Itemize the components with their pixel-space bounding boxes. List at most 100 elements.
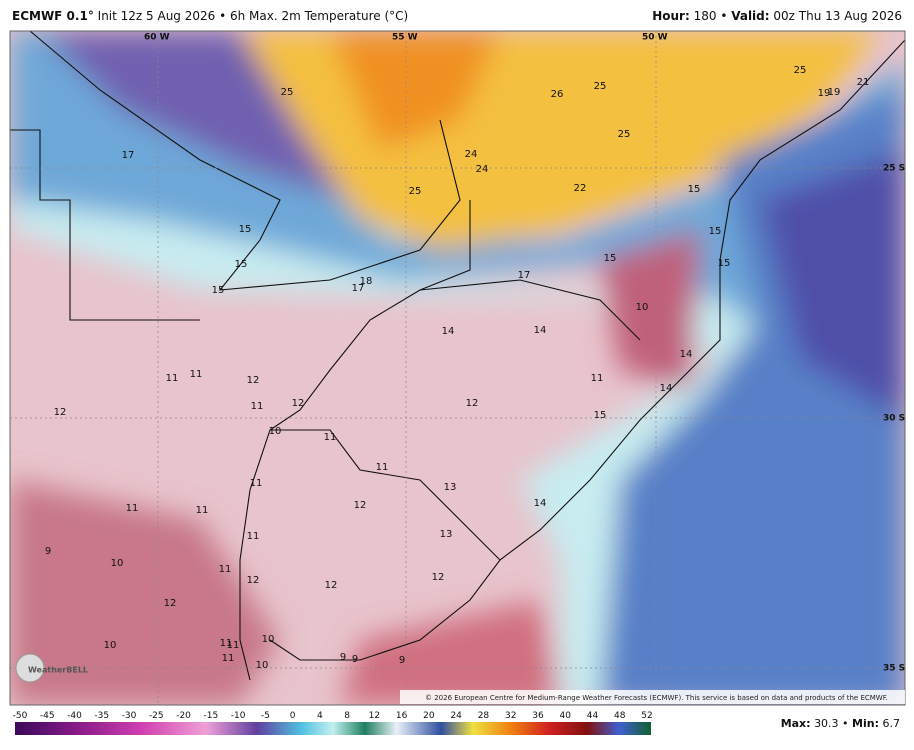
map-value: 11 <box>219 564 232 575</box>
hour-label: Hour: <box>652 9 690 23</box>
colorbar-tick: -35 <box>94 711 109 721</box>
min-label: Min: <box>852 717 879 730</box>
map-frame <box>9 30 906 706</box>
map-value: 12 <box>292 398 305 409</box>
map-value: 11 <box>591 373 604 384</box>
map-value: 12 <box>247 375 260 386</box>
map-value: 11 <box>166 373 179 384</box>
map-value: 21 <box>857 77 870 88</box>
map-value: 14 <box>534 325 547 336</box>
colorbar-tick: -45 <box>40 711 55 721</box>
colorbar-tick: 44 <box>587 711 599 721</box>
max: 30.3 <box>814 717 839 730</box>
map-value: 12 <box>325 580 338 591</box>
map-value: 14 <box>534 498 547 509</box>
colorbar-tick: 32 <box>505 711 516 721</box>
colorbar-tick: -25 <box>149 711 164 721</box>
colorbar-tick: 20 <box>423 711 435 721</box>
map-value: 12 <box>54 407 67 418</box>
colorbar-tick: 28 <box>478 711 490 721</box>
map-value: 25 <box>794 65 807 76</box>
map-value: 9 <box>399 655 405 666</box>
map-value: 11 <box>126 503 139 514</box>
credit-bg <box>400 690 905 704</box>
map-value: 12 <box>247 575 260 586</box>
valid: 00z Thu 13 Aug 2026 <box>773 9 902 23</box>
map-value: 25 <box>618 129 631 140</box>
logo: WeatherBELL <box>28 666 88 675</box>
map-value: 14 <box>442 326 455 337</box>
footer: Max: 30.3 • Min: 6.7 <box>780 717 901 730</box>
colorbar-tick: 0 <box>290 711 296 721</box>
colorbar-tick: 48 <box>614 711 626 721</box>
map-value: 12 <box>432 572 445 583</box>
hour: 180 <box>693 9 717 23</box>
map-value: 10 <box>256 660 269 671</box>
colorbar-tick: 16 <box>396 711 408 721</box>
map-value: 13 <box>444 482 457 493</box>
description: Init 12z 5 Aug 2026 • 6h Max. 2m Tempera… <box>97 9 409 23</box>
lon-label: 50 W <box>642 33 668 43</box>
map-value: 26 <box>551 89 564 100</box>
colorbar-tick: 12 <box>369 711 380 721</box>
map-value: 11 <box>247 531 260 542</box>
max-label: Max: <box>780 717 811 730</box>
map-value: 25 <box>409 186 422 197</box>
map-value: 11 <box>250 478 263 489</box>
colorbar-tick: 36 <box>532 711 544 721</box>
map-value: 9 <box>340 652 346 663</box>
map-value: 15 <box>235 259 248 270</box>
map-value: 10 <box>269 426 282 437</box>
map-value: 19 <box>828 87 841 98</box>
map-value: 11 <box>227 640 240 651</box>
colorbar-tick: -40 <box>67 711 82 721</box>
map-value: 22 <box>574 183 587 194</box>
map-value: 14 <box>680 349 693 360</box>
map-value: 11 <box>251 401 264 412</box>
map-value: 24 <box>465 149 478 160</box>
map-value: 15 <box>212 285 225 296</box>
map-value: 10 <box>262 634 275 645</box>
map-value: 19 <box>818 88 831 99</box>
map-value: 13 <box>440 529 453 540</box>
map-value: 17 <box>518 270 531 281</box>
colorbar-tick: -30 <box>122 711 137 721</box>
colorbar-tick: -5 <box>261 711 270 721</box>
map-value: 9 <box>352 654 358 665</box>
map-value: 18 <box>360 276 373 287</box>
map-field <box>10 31 905 705</box>
lat-label: 30 S <box>883 414 905 424</box>
lon-label: 55 W <box>392 33 418 43</box>
map-value: 11 <box>324 432 337 443</box>
lat-label: 25 S <box>883 164 905 174</box>
header-right: Hour: 180 • Valid: 00z Thu 13 Aug 2026 <box>652 9 902 23</box>
map-value: 10 <box>104 640 117 651</box>
min: 6.7 <box>882 717 901 730</box>
map-value: 24 <box>476 164 489 175</box>
map-value: 11 <box>376 462 389 473</box>
map-value: 15 <box>604 253 617 264</box>
colorbar <box>15 722 651 735</box>
colorbar-tick: -50 <box>13 711 28 721</box>
header-left: ECMWF 0.1° Init 12z 5 Aug 2026 • 6h Max.… <box>12 9 408 23</box>
credit: © 2026 European Centre for Medium-Range … <box>425 694 888 702</box>
map-value: 10 <box>636 302 649 313</box>
lon-label: 60 W <box>144 33 170 43</box>
model: ECMWF 0.1° <box>12 9 94 23</box>
colorbar-tick: 4 <box>317 711 323 721</box>
map-value: 15 <box>688 184 701 195</box>
colorbar-tick: -20 <box>176 711 191 721</box>
map-value: 12 <box>466 398 479 409</box>
valid-label: Valid: <box>731 9 770 23</box>
map-value: 11 <box>196 505 209 516</box>
map-value: 15 <box>594 410 607 421</box>
map-value: 15 <box>239 224 252 235</box>
map-value: 11 <box>222 653 235 664</box>
map-value: 25 <box>281 87 294 98</box>
colorbar-tick: 40 <box>559 711 571 721</box>
map-value: 15 <box>718 258 731 269</box>
map-value: 17 <box>122 150 135 161</box>
map-value: 11 <box>220 638 233 649</box>
